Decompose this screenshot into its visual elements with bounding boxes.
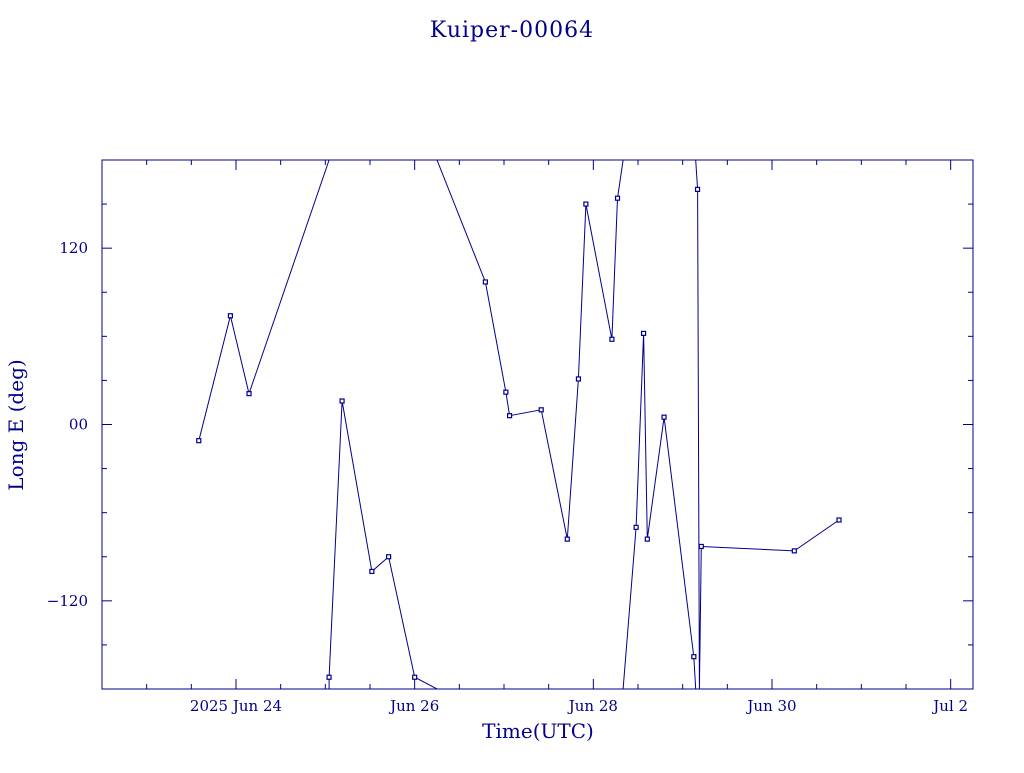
data-point (386, 554, 392, 560)
data-point (836, 517, 842, 523)
data-point (614, 195, 621, 201)
x-axis-tick-labels: 2025 Jun 24 Jun 26 Jun 28 Jun 30 Jul 2 (190, 697, 968, 715)
data-point (694, 186, 701, 192)
data-point (640, 330, 647, 336)
data-point (538, 407, 544, 413)
data-point (691, 654, 697, 660)
y-axis-tick-labels: 120 00 −120 (47, 239, 88, 610)
x-tick-label: Jun 28 (567, 697, 618, 715)
data-point (661, 414, 667, 420)
data-point (339, 398, 345, 404)
x-tick-label: Jun 26 (388, 697, 439, 715)
y-axis-ticks (102, 203, 973, 646)
x-tick-label: Jun 30 (745, 697, 796, 715)
y-tick-label: 00 (69, 416, 88, 434)
data-point (791, 548, 797, 554)
x-axis-ticks (101, 160, 952, 689)
y-tick-label: 120 (59, 239, 88, 257)
data-point (482, 279, 488, 285)
data-point (196, 438, 202, 444)
x-tick-label: Jul 2 (931, 697, 968, 715)
data-point (246, 391, 252, 397)
series-line (198, 160, 840, 689)
y-tick-label: −120 (47, 592, 88, 610)
data-point (412, 674, 418, 680)
data-point (369, 568, 375, 575)
x-tick-label: 2025 Jun 24 (190, 697, 282, 715)
data-point (506, 413, 513, 419)
x-axis-label: Time(UTC) (482, 719, 594, 743)
plot-frame (101, 159, 974, 690)
data-point (503, 389, 509, 395)
data-point (575, 376, 582, 382)
data-point (633, 524, 639, 530)
chart-title: Kuiper-00064 (430, 18, 594, 43)
data-point (644, 536, 650, 542)
data-point (609, 336, 615, 342)
series-layer (196, 160, 842, 689)
data-point (326, 674, 332, 680)
data-point (698, 543, 704, 550)
y-axis-label: Long E (deg) (4, 359, 28, 490)
data-point (564, 536, 570, 542)
data-point (583, 201, 589, 207)
data-point (227, 313, 234, 319)
